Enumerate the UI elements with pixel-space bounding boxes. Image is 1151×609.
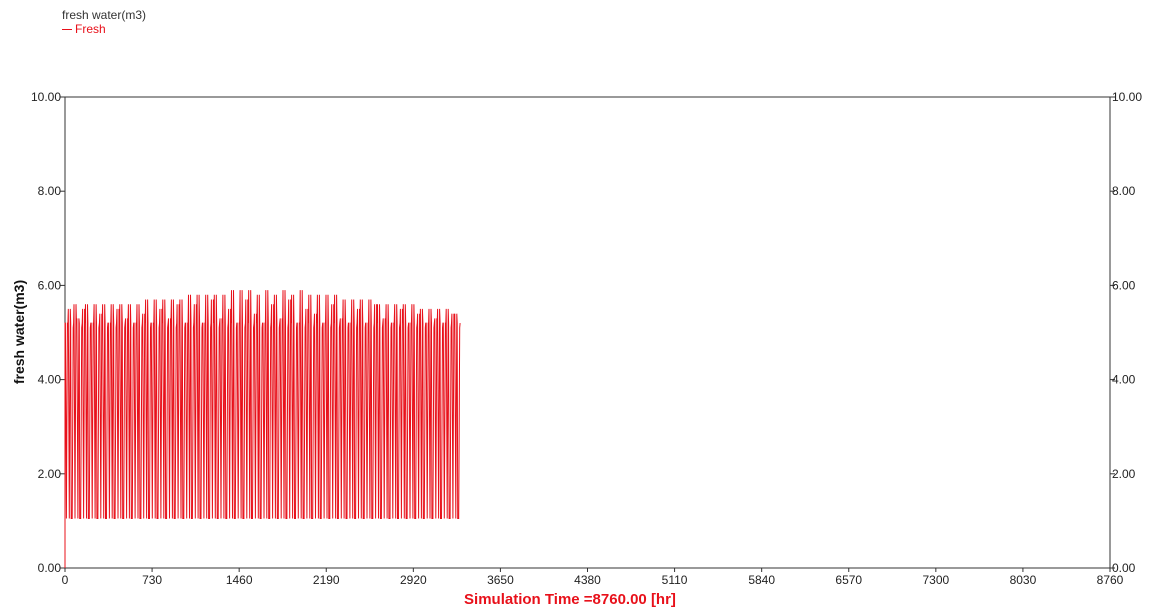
legend-entry-label: Fresh xyxy=(75,22,106,36)
y-axis-label: fresh water(m3) xyxy=(11,280,27,384)
y-tick-label-right: 6.00 xyxy=(1112,278,1136,292)
legend-title: fresh water(m3) xyxy=(62,8,147,22)
x-tick-label: 2190 xyxy=(313,573,340,587)
y-tick-label-left: 6.00 xyxy=(38,278,62,292)
y-tick-label-right: 8.00 xyxy=(1112,184,1136,198)
y-axis-left: 0.00 2.00 4.00 6.00 8.00 10.00 xyxy=(31,90,65,575)
y-axis-right: 0.00 2.00 4.00 6.00 8.00 10.00 xyxy=(1110,90,1142,575)
x-tick-label: 0 xyxy=(62,573,69,587)
y-tick-label-right: 0.00 xyxy=(1112,561,1136,575)
series-line-fresh xyxy=(64,290,461,568)
legend: fresh water(m3) Fresh xyxy=(62,8,146,36)
x-tick-label: 8030 xyxy=(1010,573,1037,587)
legend-swatch-fresh xyxy=(62,29,72,31)
x-tick-label: 4380 xyxy=(574,573,601,587)
x-tick-label: 2920 xyxy=(400,573,427,587)
y-tick-label-left: 0.00 xyxy=(38,561,62,575)
series-fresh xyxy=(64,290,461,568)
x-tick-label: 7300 xyxy=(922,573,949,587)
y-tick-label-left: 4.00 xyxy=(38,373,62,387)
y-tick-label-left: 2.00 xyxy=(38,467,62,481)
legend-entry-fresh[interactable]: Fresh xyxy=(62,22,146,36)
y-tick-label-right: 10.00 xyxy=(1112,90,1142,104)
x-tick-label: 8760 xyxy=(1097,573,1124,587)
y-tick-label-right: 2.00 xyxy=(1112,467,1136,481)
y-tick-label-right: 4.00 xyxy=(1112,373,1136,387)
y-tick-label-left: 10.00 xyxy=(31,90,61,104)
x-tick-label: 5110 xyxy=(662,573,688,587)
x-tick-label: 5840 xyxy=(748,573,775,587)
y-tick-label-left: 8.00 xyxy=(38,184,62,198)
x-tick-label: 3650 xyxy=(487,573,514,587)
x-axis: 0 730 1460 2190 2920 3650 4380 5110 5840 6570 7300… xyxy=(62,568,1124,587)
x-tick-label: 1460 xyxy=(226,573,253,587)
x-axis-label: Simulation Time =8760.00 [hr] xyxy=(464,591,676,608)
x-tick-label: 730 xyxy=(142,573,162,587)
x-tick-label: 6570 xyxy=(835,573,862,587)
